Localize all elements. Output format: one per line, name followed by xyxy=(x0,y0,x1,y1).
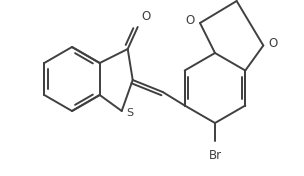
Text: Br: Br xyxy=(209,149,222,162)
Text: O: O xyxy=(186,14,195,27)
Text: S: S xyxy=(127,108,134,118)
Text: O: O xyxy=(268,37,278,50)
Text: O: O xyxy=(142,10,151,23)
